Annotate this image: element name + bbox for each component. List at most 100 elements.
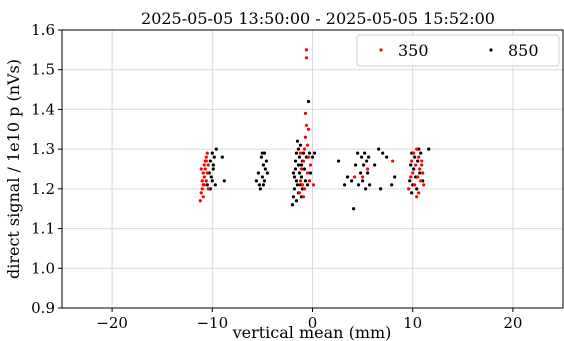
- legend-marker-350: [379, 48, 383, 52]
- data-point-850: [292, 187, 297, 191]
- data-point-850: [363, 151, 367, 155]
- axis-ticks: −20 −10 0 10 20 0.9 1.0 1.1 1.2 1.3 1.4 1.5 1.6: [31, 21, 522, 332]
- x-tick-label: 20: [503, 314, 522, 332]
- data-point-850: [211, 167, 215, 171]
- y-tick-label: 1.0: [31, 259, 55, 277]
- legend-label-850: 850: [508, 41, 539, 60]
- data-point-350: [205, 171, 209, 175]
- y-tick-label: 0.9: [31, 299, 55, 317]
- data-point-850: [381, 151, 385, 155]
- data-point-850: [211, 163, 215, 167]
- data-point-350: [199, 167, 203, 171]
- data-point-850: [290, 203, 295, 207]
- data-point-350: [417, 155, 421, 159]
- data-point-350: [204, 155, 208, 159]
- x-tick-label: −10: [196, 314, 228, 332]
- data-point-350: [304, 56, 309, 60]
- data-point-350: [391, 159, 395, 163]
- data-point-850: [259, 155, 263, 159]
- data-point-850: [356, 183, 361, 187]
- data-point-850: [257, 183, 261, 187]
- data-point-350: [206, 187, 210, 191]
- data-point-350: [415, 147, 419, 151]
- y-tick-label: 1.4: [31, 100, 55, 118]
- legend-box: [356, 34, 560, 67]
- data-point-850: [342, 183, 347, 187]
- data-point-850: [296, 163, 301, 167]
- data-point-350: [201, 171, 205, 175]
- data-point-350: [299, 167, 304, 171]
- data-point-350: [204, 179, 208, 183]
- data-point-850: [408, 179, 412, 183]
- y-tick-label: 1.6: [31, 21, 55, 39]
- data-point-350: [305, 143, 310, 147]
- data-point-850: [390, 183, 394, 187]
- data-point-350: [305, 171, 310, 175]
- data-point-850: [260, 151, 264, 155]
- data-point-350: [304, 123, 309, 127]
- data-point-850: [263, 167, 268, 171]
- data-point-350: [303, 135, 308, 139]
- data-point-350: [361, 175, 365, 179]
- data-point-850: [366, 171, 370, 175]
- legend: 350 850: [356, 34, 560, 67]
- data-point-850: [305, 183, 310, 187]
- data-point-350: [420, 159, 424, 163]
- data-point-850: [419, 151, 423, 155]
- data-point-850: [222, 179, 226, 183]
- data-point-850: [385, 155, 389, 159]
- data-point-850: [355, 151, 360, 155]
- y-tick-label: 1.2: [31, 180, 55, 198]
- data-point-350: [297, 191, 302, 195]
- data-point-350: [202, 183, 206, 187]
- data-point-850: [209, 175, 213, 179]
- data-point-850: [349, 179, 354, 183]
- data-point-850: [364, 187, 368, 191]
- data-point-850: [306, 99, 311, 104]
- data-point-850: [303, 179, 308, 183]
- data-point-850: [297, 171, 302, 175]
- data-point-850: [373, 163, 377, 167]
- data-point-350: [413, 183, 417, 187]
- data-point-850: [254, 179, 258, 183]
- data-point-850: [297, 155, 302, 159]
- data-point-350: [409, 175, 413, 179]
- data-point-350: [407, 187, 411, 191]
- x-tick-label: 10: [403, 314, 422, 332]
- data-point-850: [205, 183, 209, 187]
- data-point-850: [377, 147, 381, 151]
- data-point-850: [379, 187, 383, 191]
- data-point-350: [307, 179, 312, 183]
- data-point-850: [265, 171, 270, 175]
- data-point-850: [262, 179, 266, 183]
- data-point-850: [210, 151, 214, 155]
- data-point-850: [336, 159, 341, 163]
- data-point-850: [393, 175, 397, 179]
- legend-label-350: 350: [398, 41, 429, 60]
- data-point-850: [312, 151, 317, 155]
- data-point-850: [427, 147, 431, 151]
- data-point-850: [299, 163, 304, 167]
- data-point-850: [260, 175, 264, 179]
- data-point-850: [413, 155, 417, 159]
- data-point-350: [205, 151, 209, 155]
- data-point-850: [416, 159, 420, 163]
- data-point-850: [294, 179, 299, 183]
- data-point-850: [301, 151, 306, 155]
- chart-title: 2025-05-05 13:50:00 - 2025-05-05 15:52:0…: [141, 9, 495, 28]
- data-point-850: [359, 171, 363, 175]
- data-point-350: [203, 167, 207, 171]
- data-point-350: [352, 175, 357, 179]
- data-point-350: [418, 167, 422, 171]
- data-point-850: [361, 179, 365, 183]
- data-point-850: [362, 163, 366, 167]
- data-point-350: [204, 159, 208, 163]
- data-point-350: [308, 163, 313, 167]
- data-point-850: [298, 143, 303, 147]
- grid-lines: [62, 29, 563, 309]
- data-point-850: [256, 171, 260, 175]
- y-tick-label: 1.5: [31, 61, 55, 79]
- data-point-850: [415, 187, 419, 191]
- data-point-850: [261, 183, 265, 187]
- data-point-850: [210, 179, 214, 183]
